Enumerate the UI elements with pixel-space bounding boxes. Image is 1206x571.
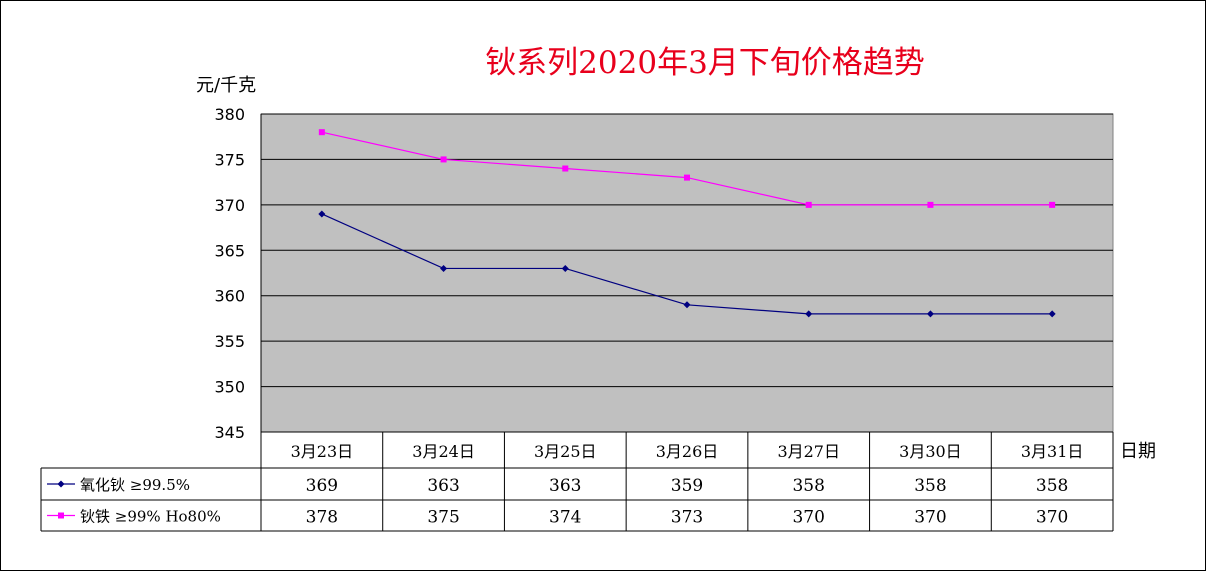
y-tick-label: 365 [214, 241, 245, 260]
x-category-label: 3月30日 [899, 442, 962, 461]
data-point [440, 156, 447, 163]
data-point [562, 165, 569, 172]
data-table-value: 375 [427, 508, 459, 528]
x-category-label: 3月26日 [656, 442, 719, 461]
data-point [805, 310, 813, 318]
y-tick-label: 370 [214, 196, 245, 215]
data-point [318, 129, 325, 136]
data-point [1048, 310, 1056, 318]
data-table-value: 370 [1036, 508, 1068, 528]
y-tick-label: 350 [214, 378, 245, 397]
data-table-value: 378 [306, 508, 338, 528]
data-table-value: 363 [427, 476, 459, 496]
data-table-value: 363 [549, 476, 581, 496]
data-table-value: 370 [914, 508, 946, 528]
x-axis-label: 日期 [1120, 441, 1156, 462]
data-point [318, 210, 326, 218]
y-tick-label: 345 [214, 423, 245, 442]
series-name-label: 钬铁 ≥99% Ho80% [80, 508, 221, 526]
y-tick-label: 375 [214, 150, 245, 169]
legend-key-marker [58, 512, 64, 519]
data-point [805, 201, 812, 208]
data-table-value: 373 [671, 508, 703, 528]
data-point [927, 201, 934, 208]
legend-key-marker [57, 480, 65, 488]
y-tick-label: 355 [214, 332, 245, 351]
y-axis-unit-label: 元/千克 [196, 75, 256, 96]
data-point [684, 174, 690, 181]
data-table-value: 369 [306, 476, 338, 496]
x-category-label: 3月27日 [777, 442, 840, 461]
data-table-value: 374 [549, 508, 581, 528]
x-category-label: 3月31日 [1021, 442, 1084, 461]
y-tick-label: 380 [214, 105, 245, 124]
data-point [926, 310, 934, 318]
data-table-value: 370 [792, 508, 824, 528]
data-point [561, 264, 569, 272]
x-category-label: 3月23日 [291, 442, 354, 461]
series-name-label: 氧化钬 ≥99.5% [80, 476, 190, 494]
data-point [683, 301, 691, 309]
chart-title: 钬系列2020年3月下旬价格趋势 [485, 45, 925, 81]
x-category-label: 3月25日 [534, 442, 597, 461]
plot-area [260, 113, 1114, 433]
y-tick-label: 360 [214, 287, 245, 306]
x-category-label: 3月24日 [412, 442, 475, 461]
data-table-value: 359 [671, 476, 703, 496]
data-point [1049, 201, 1056, 208]
data-table-value: 358 [792, 476, 824, 496]
data-table-value: 358 [1036, 476, 1068, 496]
data-point [440, 264, 448, 272]
data-table-value: 358 [914, 476, 946, 496]
